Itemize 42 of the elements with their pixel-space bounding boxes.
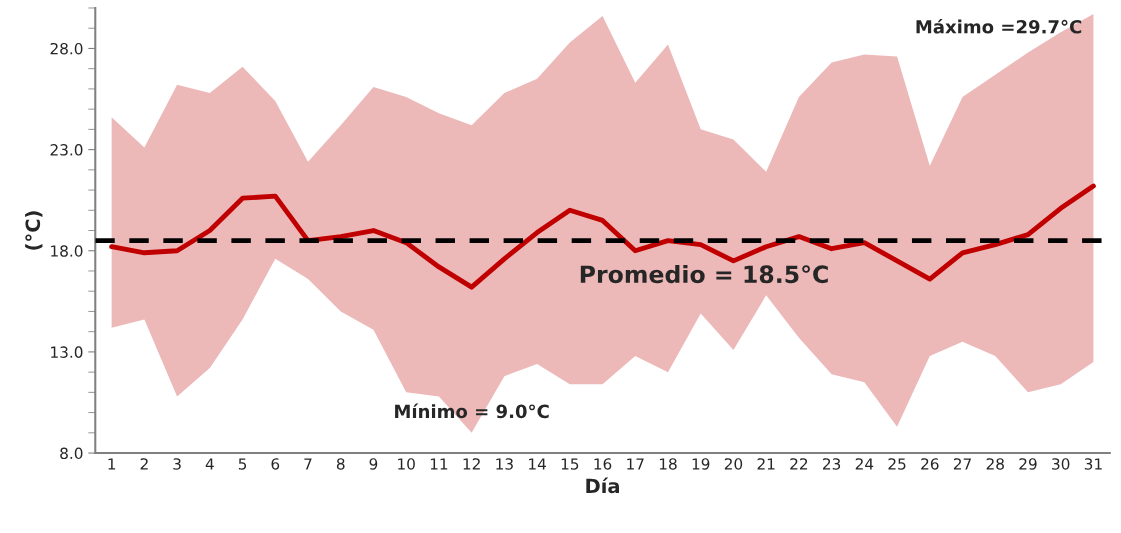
x-tick-label: 26 <box>921 458 939 470</box>
x-tick-label: 8 <box>336 458 345 470</box>
x-tick-label: 11 <box>430 458 448 470</box>
x-tick-label: 20 <box>724 458 743 470</box>
x-tick-label: 15 <box>561 458 579 470</box>
ref-line-label: Promedio = 18.5°C <box>580 264 828 284</box>
x-axis-title: Día <box>586 477 619 494</box>
x-tick-label: 18 <box>659 458 677 470</box>
y-tick-label: 28.0 <box>50 42 83 55</box>
x-tick-label: 5 <box>238 458 247 470</box>
x-tick-label: 30 <box>1052 458 1070 470</box>
y-tick-label: 23.0 <box>50 144 83 156</box>
x-tick-label: 6 <box>271 458 280 470</box>
x-tick-label: 19 <box>692 458 710 470</box>
x-tick-label: 4 <box>205 458 214 470</box>
x-tick-label: 9 <box>369 458 378 470</box>
x-tick-label: 23 <box>823 458 841 470</box>
x-tick-label: 13 <box>496 458 513 470</box>
x-tick-label: 27 <box>953 458 971 470</box>
x-tick-label: 3 <box>173 458 181 470</box>
x-tick-label: 28 <box>986 458 1004 470</box>
x-tick-label: 31 <box>1084 458 1102 470</box>
y-tick-label: 18.0 <box>51 245 83 257</box>
x-tick-label: 1 <box>108 458 116 470</box>
line-series <box>109 183 1096 290</box>
x-tick-label: 2 <box>140 458 148 470</box>
y-axis-title: (°C) <box>25 211 43 250</box>
x-tick-label: 14 <box>529 458 546 470</box>
x-tick-label: 21 <box>757 458 775 470</box>
annotation: Máximo =29.7°C <box>916 18 1082 34</box>
x-tick-label: 12 <box>463 458 480 470</box>
x-tick-label: 24 <box>855 458 874 470</box>
x-tick-label: 17 <box>627 458 644 470</box>
y-tick-label: 8.0 <box>60 447 83 460</box>
x-tick-label: 16 <box>594 458 612 470</box>
x-tick-label: 10 <box>398 458 415 470</box>
annotation: Mínimo = 9.0°C <box>395 403 549 419</box>
x-tick-label: 29 <box>1019 458 1037 470</box>
y-tick-label: 13.0 <box>51 346 83 358</box>
x-tick-label: 25 <box>888 458 906 470</box>
x-tick-label: 22 <box>790 458 808 470</box>
x-tick-label: 7 <box>304 458 312 470</box>
